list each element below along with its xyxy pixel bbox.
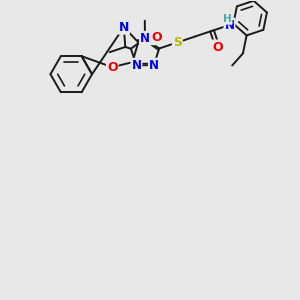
Text: O: O [151,31,162,44]
Text: N: N [149,58,159,72]
Text: N: N [131,59,141,72]
Text: S: S [173,36,182,49]
Text: H: H [223,14,232,24]
Text: N: N [224,19,234,32]
Text: N: N [140,32,150,45]
Text: N: N [118,21,129,34]
Text: O: O [107,61,118,74]
Text: O: O [212,40,223,53]
